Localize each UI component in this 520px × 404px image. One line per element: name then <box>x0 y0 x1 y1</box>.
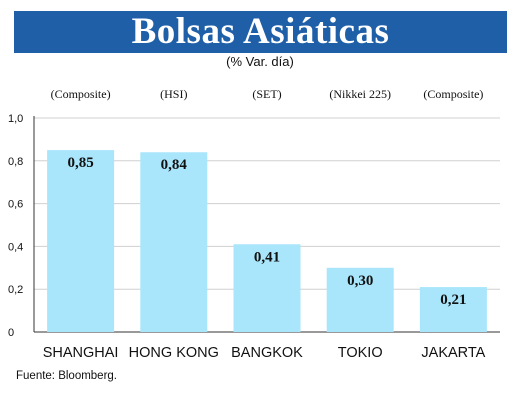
category-label: BANGKOK <box>231 345 303 361</box>
category-label: TOKIO <box>338 345 383 361</box>
value-label: 0,30 <box>347 273 373 289</box>
y-tick-label: 1,0 <box>8 113 23 125</box>
title-banner <box>14 11 507 53</box>
category-label: HONG KONG <box>129 345 219 361</box>
category-label: JAKARTA <box>421 345 485 361</box>
bar <box>47 150 115 332</box>
y-tick-label: 0,6 <box>8 199 23 211</box>
source-note: Fuente: Bloomberg. <box>16 370 118 382</box>
bar <box>233 244 301 332</box>
category-label: SHANGHAI <box>43 345 119 361</box>
index-label: (SET) <box>252 87 281 101</box>
index-label: (HSI) <box>160 87 187 101</box>
chart-title: Bolsas Asiáticas <box>131 11 390 52</box>
bar <box>326 267 394 332</box>
index-label: (Nikkei 225) <box>329 87 391 101</box>
y-tick-label: 0,8 <box>8 156 23 168</box>
index-label: (Composite) <box>51 87 111 101</box>
index-label: (Composite) <box>423 87 483 101</box>
y-tick-label: 0,2 <box>8 284 23 296</box>
chart-subtitle: (% Var. día) <box>226 54 294 69</box>
value-label: 0,21 <box>440 292 466 308</box>
y-tick-label: 0,4 <box>8 241 23 253</box>
value-label: 0,85 <box>67 155 93 171</box>
y-tick-label: 0 <box>8 327 14 339</box>
bar <box>419 287 487 332</box>
value-label: 0,84 <box>161 157 188 173</box>
bar <box>140 152 208 332</box>
value-label: 0,41 <box>254 249 280 265</box>
